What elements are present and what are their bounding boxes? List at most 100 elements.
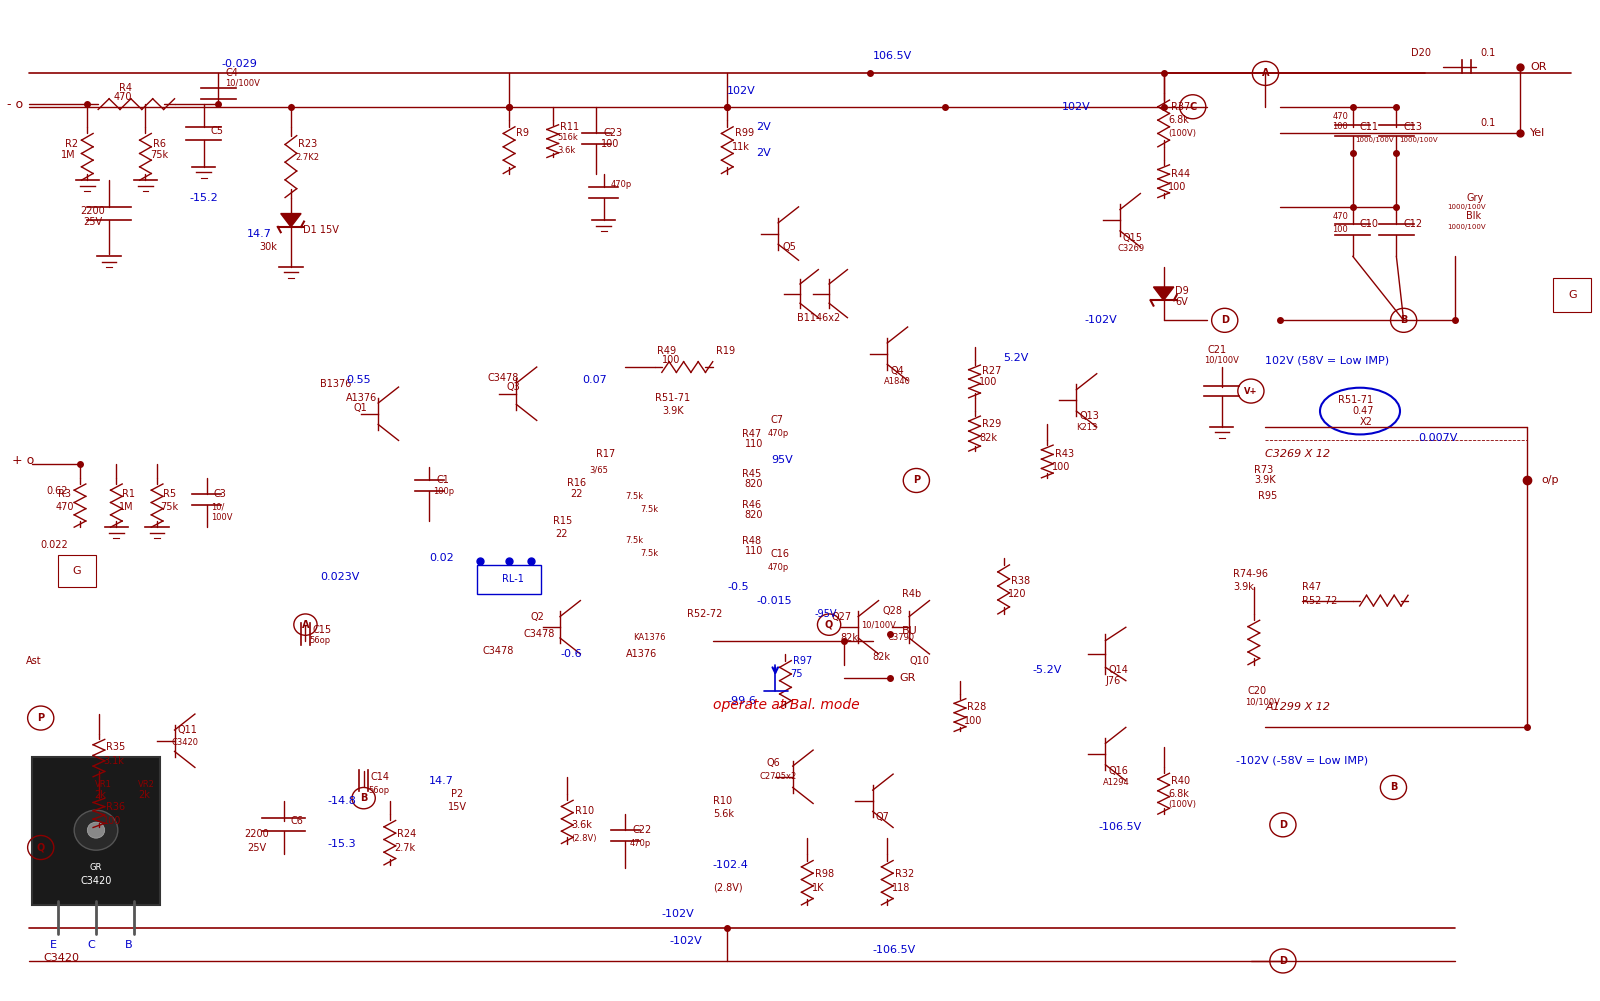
Text: -5.2V: -5.2V xyxy=(1032,665,1062,675)
Text: -106.5V: -106.5V xyxy=(1098,823,1141,833)
Text: C3420: C3420 xyxy=(80,876,112,886)
Text: + o: + o xyxy=(11,454,34,466)
Text: R24: R24 xyxy=(397,829,416,839)
Text: D: D xyxy=(1221,315,1229,325)
Text: C14: C14 xyxy=(371,772,390,782)
Text: C3790: C3790 xyxy=(888,634,914,643)
Text: C21: C21 xyxy=(1208,344,1226,354)
Text: 5.6k: 5.6k xyxy=(712,809,734,819)
Text: R36: R36 xyxy=(106,803,125,813)
Text: 470p: 470p xyxy=(768,563,789,572)
Text: R17: R17 xyxy=(597,448,616,458)
Text: 2V: 2V xyxy=(757,148,771,158)
Text: 0.07: 0.07 xyxy=(582,375,606,385)
Text: R10: R10 xyxy=(574,807,594,817)
Text: 2200: 2200 xyxy=(245,829,269,839)
Text: R40: R40 xyxy=(1171,776,1190,786)
Text: C11: C11 xyxy=(1360,122,1379,132)
Text: 118: 118 xyxy=(891,883,910,893)
Text: 100: 100 xyxy=(662,355,680,365)
Text: A1840: A1840 xyxy=(885,377,912,386)
Text: P: P xyxy=(914,475,920,485)
Text: (2.8V): (2.8V) xyxy=(712,883,742,893)
Text: 110: 110 xyxy=(744,547,763,557)
Text: C4: C4 xyxy=(226,68,238,78)
Text: 10/100V: 10/100V xyxy=(861,621,896,629)
Text: 120: 120 xyxy=(1008,589,1027,599)
Circle shape xyxy=(88,822,104,838)
Text: 2k: 2k xyxy=(138,791,150,801)
Text: 100V: 100V xyxy=(211,514,232,523)
Text: 100: 100 xyxy=(1168,182,1186,192)
Text: OR: OR xyxy=(1530,62,1547,72)
Text: Q7: Q7 xyxy=(875,812,890,822)
Text: -99.6: -99.6 xyxy=(728,696,757,706)
Text: KA1376: KA1376 xyxy=(632,634,666,643)
Text: 56op: 56op xyxy=(310,637,331,645)
Text: R52-72: R52-72 xyxy=(1302,596,1338,606)
Text: 0.55: 0.55 xyxy=(346,375,371,385)
Text: 3.9K: 3.9K xyxy=(1254,475,1275,485)
Text: D20: D20 xyxy=(1411,48,1430,58)
Text: (100V): (100V) xyxy=(1168,801,1197,809)
Text: R11: R11 xyxy=(560,122,579,132)
Text: -95V: -95V xyxy=(814,609,837,619)
Text: 3.9k: 3.9k xyxy=(1234,583,1254,593)
Text: Q: Q xyxy=(826,620,834,630)
Text: RL-1: RL-1 xyxy=(502,575,523,585)
Text: 7.5k: 7.5k xyxy=(626,537,643,545)
Text: GR: GR xyxy=(899,673,915,683)
Text: 470p: 470p xyxy=(611,180,632,188)
Text: R48: R48 xyxy=(742,536,762,546)
Text: Q: Q xyxy=(37,843,45,853)
Text: 102V: 102V xyxy=(728,86,757,96)
Text: 75: 75 xyxy=(790,669,802,679)
Text: C13: C13 xyxy=(1403,122,1422,132)
Text: P2: P2 xyxy=(451,789,462,799)
Text: (2.8V): (2.8V) xyxy=(571,834,597,843)
Text: 2200: 2200 xyxy=(80,206,104,216)
Text: - o: - o xyxy=(8,98,24,110)
Text: A1376: A1376 xyxy=(346,392,378,402)
Text: 2k: 2k xyxy=(94,791,107,801)
Text: V+: V+ xyxy=(1245,386,1258,395)
Text: 0.02: 0.02 xyxy=(429,553,454,563)
Text: Q5: Q5 xyxy=(782,242,797,252)
Text: Q15: Q15 xyxy=(1123,232,1142,242)
Text: GR: GR xyxy=(90,863,102,872)
Text: Q28: Q28 xyxy=(883,607,902,617)
Text: 820: 820 xyxy=(744,511,763,521)
Text: 820: 820 xyxy=(744,479,763,489)
Text: 100p: 100p xyxy=(434,486,454,495)
Text: G: G xyxy=(72,567,82,577)
Text: 56op: 56op xyxy=(368,786,389,795)
Text: 75k: 75k xyxy=(150,150,168,160)
Text: 25V: 25V xyxy=(248,843,266,853)
Text: 100: 100 xyxy=(600,139,619,149)
Text: 10/100V: 10/100V xyxy=(226,78,261,87)
Text: -14.8: -14.8 xyxy=(328,796,357,806)
Text: R45: R45 xyxy=(742,468,762,478)
Text: 110: 110 xyxy=(744,439,763,449)
Text: 2.7k: 2.7k xyxy=(394,843,416,853)
Text: X2: X2 xyxy=(1360,416,1373,426)
Text: 1K: 1K xyxy=(811,883,824,893)
Text: Q2: Q2 xyxy=(531,612,544,622)
Text: R2: R2 xyxy=(66,139,78,149)
Text: R10: R10 xyxy=(712,796,731,806)
Text: 10/100V: 10/100V xyxy=(1245,698,1280,707)
Text: A1294: A1294 xyxy=(1102,778,1130,787)
Text: 75k: 75k xyxy=(160,503,178,513)
Text: R49: R49 xyxy=(658,346,677,356)
Text: 22: 22 xyxy=(555,529,568,539)
Text: -0.6: -0.6 xyxy=(560,649,582,659)
Text: R52-72: R52-72 xyxy=(686,609,722,619)
Text: 100: 100 xyxy=(1333,225,1349,234)
Text: -106.5V: -106.5V xyxy=(872,945,915,955)
Text: 14.7: 14.7 xyxy=(429,776,454,786)
Text: 0.022: 0.022 xyxy=(40,540,69,550)
Text: Q16: Q16 xyxy=(1109,767,1128,777)
Text: D1 15V: D1 15V xyxy=(302,224,339,234)
Text: R51-71: R51-71 xyxy=(1338,395,1373,405)
FancyBboxPatch shape xyxy=(32,757,160,905)
